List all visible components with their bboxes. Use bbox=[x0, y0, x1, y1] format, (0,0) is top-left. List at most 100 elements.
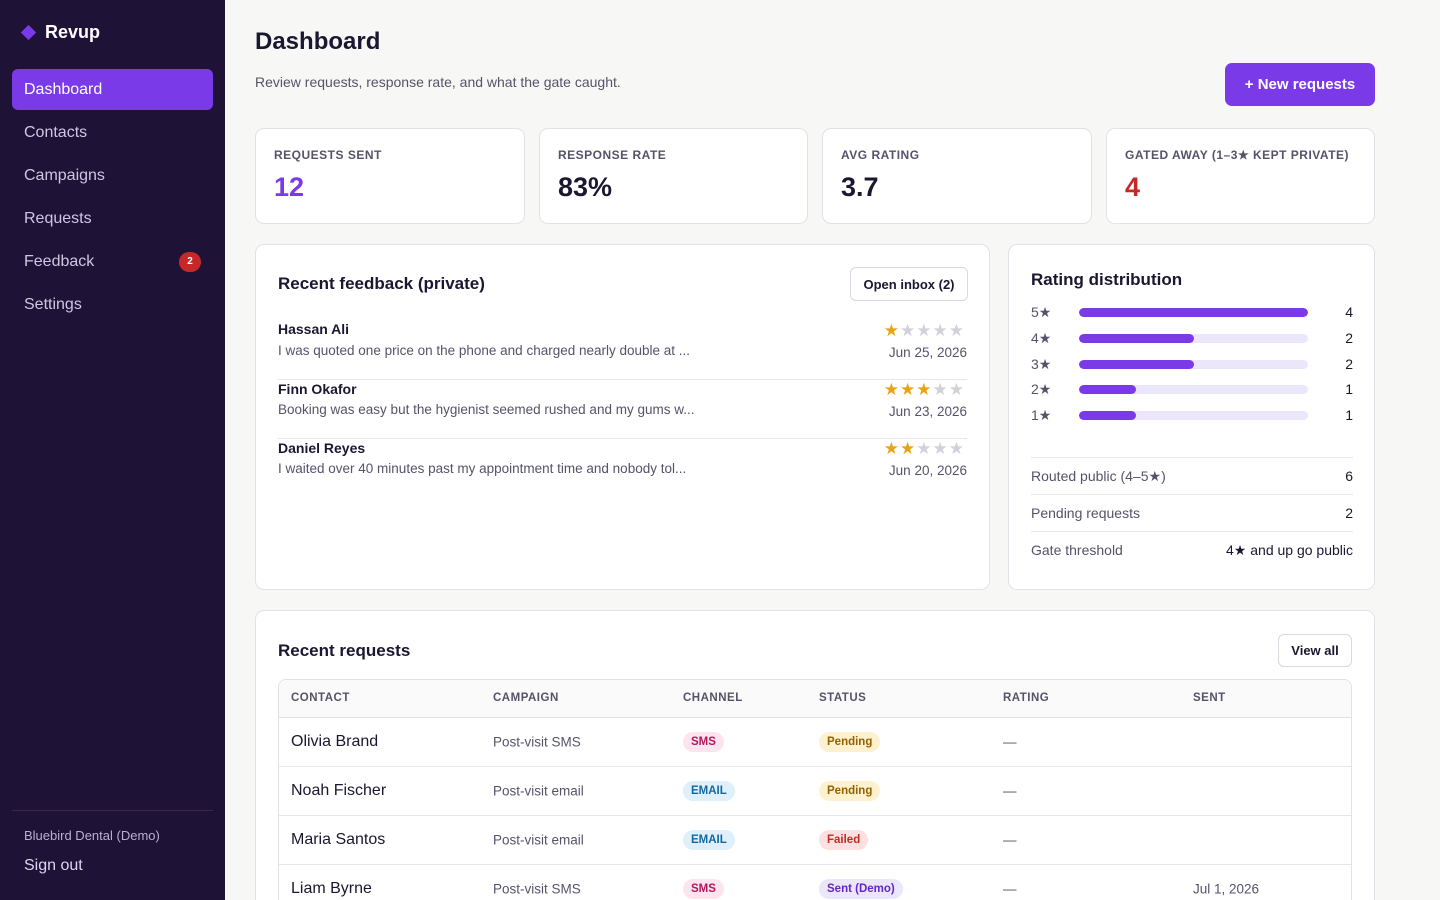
cell-status: Sent (Demo) bbox=[819, 879, 903, 899]
org-name: Bluebird Dental (Demo) bbox=[24, 828, 160, 843]
page-title: Dashboard bbox=[255, 28, 381, 55]
column-header-contact: CONTACT bbox=[291, 692, 350, 704]
star-empty-icon: ★ bbox=[932, 439, 949, 458]
page-subtitle: Review requests, response rate, and what… bbox=[255, 74, 621, 90]
star-empty-icon: ★ bbox=[916, 439, 933, 458]
sidebar-item-label: Contacts bbox=[24, 123, 88, 141]
card-title: Recent requests bbox=[278, 641, 411, 660]
cell-contact: Noah Fischer bbox=[291, 782, 387, 799]
star-empty-icon: ★ bbox=[932, 380, 949, 399]
sidebar-item-feedback[interactable]: Feedback 2 bbox=[12, 241, 213, 282]
new-requests-button[interactable]: + New requests bbox=[1225, 63, 1375, 106]
cell-contact: Maria Santos bbox=[291, 831, 386, 848]
kpi-label: AVG RATING bbox=[841, 148, 920, 162]
table-row[interactable]: Maria Santos Post-visit email EMAIL Fail… bbox=[279, 816, 1351, 865]
star-rating: ★★★★★ bbox=[884, 321, 965, 341]
stat-value: 6 bbox=[1345, 468, 1353, 484]
feedback-date: Jun 20, 2026 bbox=[888, 463, 967, 478]
table-row[interactable]: Noah Fischer Post-visit email EMAIL Pend… bbox=[279, 767, 1351, 816]
kpi-card-requests-sent: REQUESTS SENT 12 bbox=[255, 128, 525, 224]
cell-channel: SMS bbox=[683, 732, 724, 752]
stat-pending-requests: Pending requests 2 bbox=[1031, 494, 1353, 531]
star-empty-icon: ★ bbox=[932, 321, 949, 340]
column-header-channel: CHANNEL bbox=[683, 692, 743, 704]
distribution-label: 5★ bbox=[1031, 304, 1052, 320]
distribution-row-2: 2★ 1 bbox=[1031, 381, 1353, 397]
cell-contact: Liam Byrne bbox=[291, 880, 372, 897]
sign-out-link[interactable]: Sign out bbox=[24, 857, 83, 874]
status-badge: Sent (Demo) bbox=[819, 879, 903, 899]
sidebar-item-label: Feedback bbox=[24, 252, 95, 270]
feedback-author: Hassan Ali bbox=[278, 321, 350, 337]
cell-rating: — bbox=[1003, 881, 1017, 897]
recent-requests-card: Recent requests View all CONTACT CAMPAIG… bbox=[255, 610, 1375, 900]
cell-rating: — bbox=[1003, 734, 1017, 750]
stat-gate-threshold: Gate threshold 4★ and up go public bbox=[1031, 531, 1353, 568]
distribution-bar bbox=[1079, 334, 1308, 343]
sidebar-item-requests[interactable]: Requests bbox=[12, 198, 213, 239]
distribution-label: 4★ bbox=[1031, 330, 1052, 346]
stat-value: 4★ and up go public bbox=[1226, 541, 1353, 558]
table-header: CONTACT CAMPAIGN CHANNEL STATUS RATING S… bbox=[279, 680, 1351, 718]
sidebar-item-label: Settings bbox=[24, 295, 82, 313]
distribution-bar bbox=[1079, 411, 1308, 420]
distribution-bar-fill bbox=[1079, 334, 1194, 343]
feedback-item[interactable]: Finn Okafor Booking was easy but the hyg… bbox=[278, 380, 967, 439]
distribution-bar-fill bbox=[1079, 308, 1308, 317]
feedback-excerpt: Booking was easy but the hygienist seeme… bbox=[278, 402, 695, 417]
cell-rating: — bbox=[1003, 832, 1017, 848]
star-filled-icon: ★ bbox=[883, 380, 900, 399]
table-row[interactable]: Liam Byrne Post-visit SMS SMS Sent (Demo… bbox=[279, 865, 1351, 900]
sidebar-item-label: Requests bbox=[24, 209, 92, 227]
stat-value: 2 bbox=[1345, 505, 1353, 521]
sidebar-item-settings[interactable]: Settings bbox=[12, 284, 213, 325]
kpi-label: REQUESTS SENT bbox=[274, 148, 382, 162]
distribution-label: 3★ bbox=[1031, 356, 1052, 372]
card-title: Recent feedback (private) bbox=[278, 274, 485, 293]
cell-campaign: Post-visit email bbox=[493, 783, 584, 799]
sidebar-item-dashboard[interactable]: Dashboard bbox=[12, 69, 213, 110]
star-empty-icon: ★ bbox=[948, 380, 965, 399]
distribution-bar bbox=[1079, 308, 1308, 317]
stat-label: Routed public (4–5★) bbox=[1031, 467, 1166, 484]
kpi-card-avg-rating: AVG RATING 3.7 bbox=[822, 128, 1092, 224]
star-filled-icon: ★ bbox=[900, 380, 917, 399]
feedback-item[interactable]: Hassan Ali I was quoted one price on the… bbox=[278, 321, 967, 380]
status-badge: Pending bbox=[819, 732, 881, 752]
view-all-button[interactable]: View all bbox=[1278, 634, 1352, 667]
sidebar-item-contacts[interactable]: Contacts bbox=[12, 112, 213, 153]
distribution-bar-fill bbox=[1079, 385, 1137, 394]
sidebar-divider bbox=[12, 810, 213, 811]
status-badge: Pending bbox=[819, 781, 881, 801]
feedback-excerpt: I waited over 40 minutes past my appoint… bbox=[278, 461, 687, 476]
feedback-author: Finn Okafor bbox=[278, 381, 357, 397]
channel-badge: EMAIL bbox=[683, 781, 735, 801]
rating-distribution-card: Rating distribution 5★ 4 4★ 2 3★ 2 2★ 1 … bbox=[1008, 244, 1375, 590]
kpi-label: GATED AWAY (1–3★ KEPT PRIVATE) bbox=[1125, 148, 1350, 162]
distribution-bar bbox=[1079, 385, 1308, 394]
sidebar-item-label: Campaigns bbox=[24, 166, 105, 184]
feedback-date: Jun 23, 2026 bbox=[888, 404, 967, 419]
kpi-value: 12 bbox=[274, 172, 305, 202]
sidebar: Revup Dashboard Contacts Campaigns Reque… bbox=[0, 0, 225, 900]
stat-routed-public: Routed public (4–5★) 6 bbox=[1031, 457, 1353, 494]
brand[interactable]: Revup bbox=[20, 22, 100, 43]
distribution-count: 1 bbox=[1345, 381, 1353, 397]
kpi-value: 4 bbox=[1125, 172, 1141, 202]
table-row[interactable]: Olivia Brand Post-visit SMS SMS Pending … bbox=[279, 718, 1351, 767]
channel-badge: EMAIL bbox=[683, 830, 735, 850]
requests-table: CONTACT CAMPAIGN CHANNEL STATUS RATING S… bbox=[278, 679, 1352, 900]
column-header-status: STATUS bbox=[819, 692, 867, 704]
star-empty-icon: ★ bbox=[948, 321, 965, 340]
distribution-bar-fill bbox=[1079, 360, 1194, 369]
sidebar-item-campaigns[interactable]: Campaigns bbox=[12, 155, 213, 196]
feedback-item[interactable]: Daniel Reyes I waited over 40 minutes pa… bbox=[278, 439, 967, 498]
star-empty-icon: ★ bbox=[948, 439, 965, 458]
recent-feedback-card: Recent feedback (private) Open inbox (2)… bbox=[255, 244, 990, 590]
kpi-card-gated-away: GATED AWAY (1–3★ KEPT PRIVATE) 4 bbox=[1106, 128, 1375, 224]
cell-status: Failed bbox=[819, 830, 869, 850]
kpi-value: 83% bbox=[558, 172, 613, 202]
open-inbox-button[interactable]: Open inbox (2) bbox=[850, 267, 968, 301]
distribution-row-4: 4★ 2 bbox=[1031, 330, 1353, 346]
feedback-author: Daniel Reyes bbox=[278, 440, 366, 456]
